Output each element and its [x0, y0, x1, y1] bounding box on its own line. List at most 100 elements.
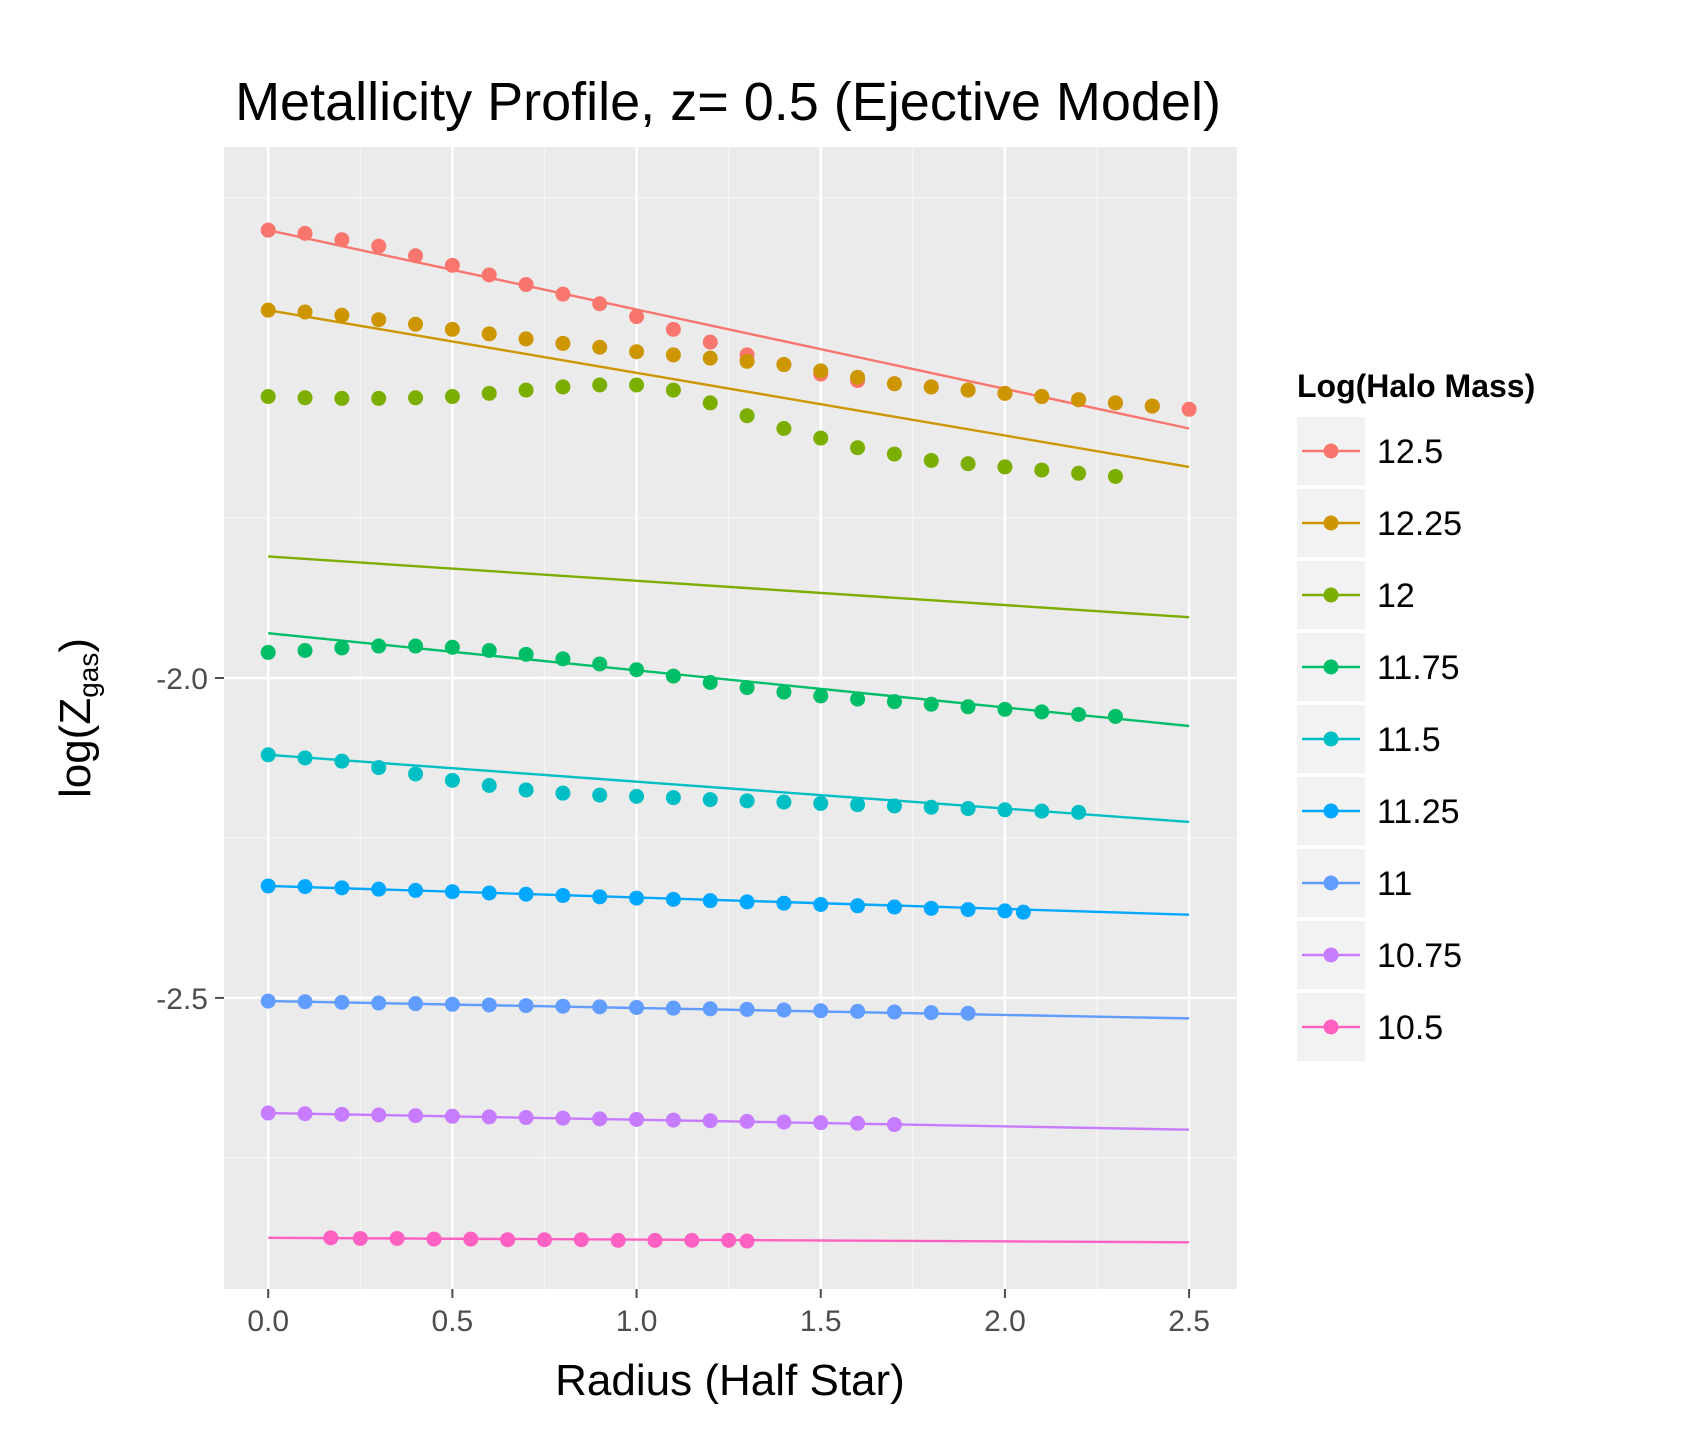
x-axis: 0.0 0.5 1.0 1.5 2.0 2.5 — [247, 1289, 1210, 1338]
data-point — [923, 452, 939, 468]
legend-item-11: 11 — [1297, 849, 1412, 917]
data-point — [850, 369, 866, 385]
data-point — [629, 344, 645, 360]
data-point — [665, 1000, 681, 1016]
data-point — [610, 1232, 626, 1248]
data-point — [1181, 401, 1197, 417]
legend-label: 12 — [1377, 577, 1415, 615]
data-point — [960, 456, 976, 472]
data-point — [1071, 392, 1087, 408]
data-point — [665, 668, 681, 684]
legend-label: 12.5 — [1377, 433, 1443, 471]
data-point — [555, 888, 571, 904]
data-point — [1034, 704, 1050, 720]
data-point — [629, 309, 645, 325]
data-point — [776, 895, 792, 911]
data-point — [739, 353, 755, 369]
series-12.25 — [260, 302, 1160, 414]
data-point — [1144, 398, 1160, 414]
data-point — [850, 1003, 866, 1019]
data-point — [260, 222, 276, 238]
legend-item-11.75: 11.75 — [1297, 633, 1460, 701]
data-point — [1015, 904, 1031, 920]
data-point — [297, 994, 313, 1010]
x-tick-label: 0.0 — [247, 1305, 289, 1338]
data-point — [371, 995, 387, 1011]
data-point — [408, 248, 424, 264]
data-point — [518, 277, 534, 293]
data-point — [592, 296, 608, 312]
data-point — [518, 886, 534, 902]
data-point — [997, 903, 1013, 919]
data-point — [629, 1111, 645, 1127]
fit-line-12.25 — [268, 308, 1190, 469]
data-point — [813, 688, 829, 704]
data-point — [813, 1115, 829, 1131]
data-point — [297, 879, 313, 895]
legend-label: 11.25 — [1377, 793, 1460, 831]
data-point — [1034, 803, 1050, 819]
data-point — [1034, 389, 1050, 405]
data-point — [481, 777, 497, 793]
data-point — [813, 430, 829, 446]
legend-items: 12.5 12.25 12 11.75 11.5 11.25 11 10.75 10.5 — [1297, 417, 1462, 1061]
data-point — [776, 421, 792, 437]
legend-item-12.25: 12.25 — [1297, 489, 1462, 557]
data-point — [629, 377, 645, 393]
data-point — [592, 1111, 608, 1127]
data-point — [960, 382, 976, 398]
series-12 — [260, 377, 1123, 484]
x-tick-label: 1.5 — [800, 1305, 842, 1338]
series-11.75 — [260, 638, 1123, 724]
data-point — [997, 385, 1013, 401]
data-point — [629, 999, 645, 1015]
data-point — [850, 691, 866, 707]
legend-label: 11 — [1377, 865, 1412, 903]
data-point — [1034, 462, 1050, 478]
data-point — [923, 1005, 939, 1021]
data-point — [1071, 804, 1087, 820]
data-point — [629, 890, 645, 906]
data-point — [886, 899, 902, 915]
data-point — [886, 376, 902, 392]
data-point — [665, 891, 681, 907]
data-point — [776, 794, 792, 810]
data-point — [334, 1106, 350, 1122]
y-tick-label: -2.0 — [156, 663, 208, 696]
data-point — [481, 385, 497, 401]
data-point — [702, 334, 718, 350]
data-point — [297, 1106, 313, 1122]
data-point — [739, 793, 755, 809]
data-point — [371, 1107, 387, 1123]
data-point — [813, 1003, 829, 1019]
data-point — [297, 643, 313, 659]
data-point — [684, 1232, 700, 1248]
data-point — [444, 389, 460, 405]
series-10.75 — [260, 1105, 902, 1133]
series-11.25 — [260, 878, 1031, 920]
legend-item-10.75: 10.75 — [1297, 921, 1462, 989]
data-point — [886, 1004, 902, 1020]
data-point — [408, 316, 424, 332]
data-point — [408, 996, 424, 1012]
data-point — [408, 766, 424, 782]
series-10.5 — [323, 1230, 755, 1249]
data-point — [555, 286, 571, 302]
data-point — [334, 232, 350, 248]
data-point — [592, 339, 608, 355]
data-point — [592, 377, 608, 393]
data-point — [813, 363, 829, 379]
data-point — [592, 656, 608, 672]
data-point — [647, 1232, 663, 1248]
data-point — [629, 662, 645, 678]
data-point — [481, 267, 497, 283]
data-point — [702, 1001, 718, 1017]
legend: Log(Halo Mass) 12.5 12.25 12 11.75 11.5 11.25… — [1297, 368, 1535, 1061]
data-point — [536, 1232, 552, 1248]
data-point — [408, 390, 424, 406]
data-point — [721, 1232, 737, 1248]
chart-title: Metallicity Profile, z= 0.5 (Ejective Mo… — [235, 72, 1221, 132]
data-point — [444, 257, 460, 273]
data-point — [260, 993, 276, 1009]
